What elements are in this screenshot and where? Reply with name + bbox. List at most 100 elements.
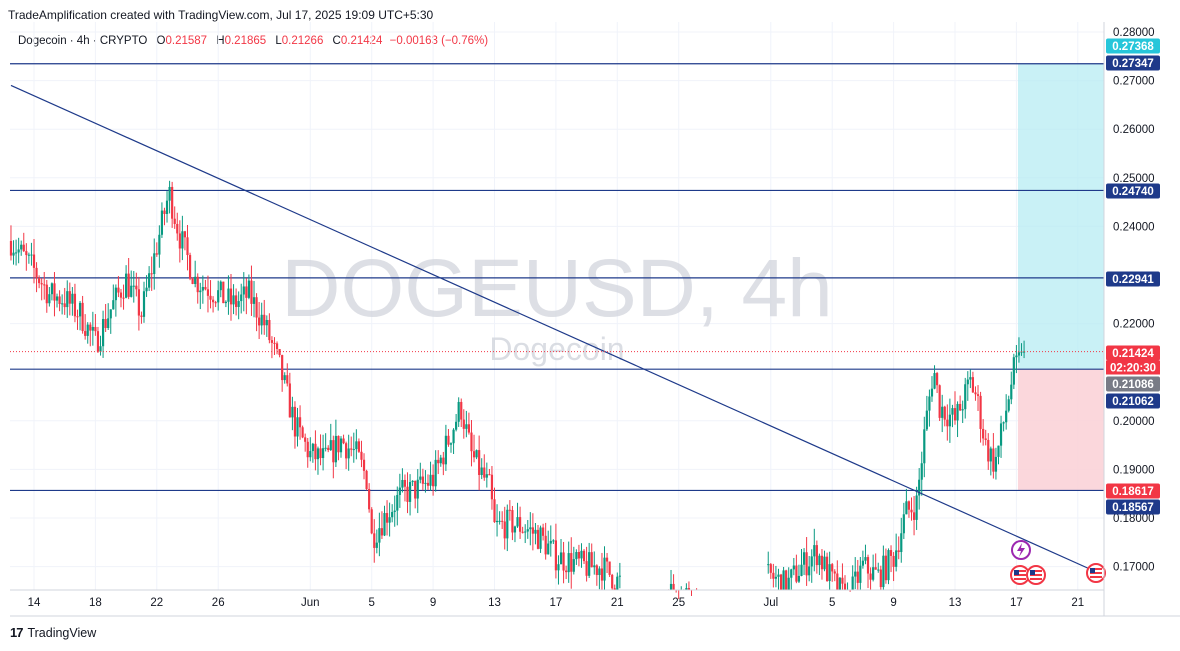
price-tag: [1106, 483, 1160, 499]
us-flag-event-icon[interactable]: [1010, 565, 1030, 585]
price-tag-label: 0.21086: [1112, 379, 1154, 391]
candle-body: [365, 470, 368, 489]
legend-open: 0.21587: [165, 35, 208, 47]
candle-body: [347, 448, 350, 459]
candle-body: [910, 509, 913, 513]
candle-body: [306, 441, 309, 458]
legend-symbol[interactable]: Dogecoin · 4h · CRYPTO: [18, 35, 148, 47]
candle-body: [449, 443, 453, 445]
tradingview-logo[interactable]: 17 TradingView: [10, 625, 96, 640]
candle-body: [613, 588, 616, 590]
candle-body: [498, 520, 501, 522]
candle-body: [375, 542, 378, 548]
long-position-tool[interactable]: [1017, 63, 1104, 491]
stop-zone[interactable]: [1017, 369, 1104, 491]
candle-body: [268, 319, 271, 341]
candle-body: [669, 583, 673, 590]
time-tick-label: 18: [89, 597, 102, 609]
candle-body: [245, 286, 248, 298]
candle-body: [242, 286, 245, 295]
price-tick-label: 0.25000: [1113, 173, 1155, 185]
candle-body: [603, 557, 606, 581]
candle-body: [301, 427, 304, 438]
candle-body: [1017, 352, 1021, 356]
candle-body: [40, 283, 43, 285]
lightning-event-icon[interactable]: [1011, 540, 1031, 560]
candle-body: [900, 533, 903, 553]
candle-body: [864, 557, 867, 561]
price-tag: [1106, 345, 1160, 361]
candle-body: [969, 377, 972, 380]
candle-body: [516, 517, 519, 527]
candle-body: [368, 488, 371, 510]
candle-body: [217, 290, 220, 303]
candle-body: [432, 474, 435, 487]
candle-body: [355, 441, 358, 450]
time-tick-label: 17: [1010, 597, 1023, 609]
event-markers[interactable]: [1010, 540, 1106, 585]
candle-body: [892, 555, 895, 567]
candle-body: [96, 331, 100, 352]
time-tick-label: 25: [672, 597, 685, 609]
candle-body: [935, 373, 939, 386]
candle-body: [542, 527, 545, 536]
watermark-subtitle: Dogecoin: [489, 331, 624, 367]
candle-body: [401, 479, 404, 488]
candle-body: [539, 527, 542, 549]
price-tick-label: 0.20000: [1113, 416, 1155, 428]
candle-body: [452, 429, 455, 444]
candle-body: [25, 251, 28, 256]
candlestick-series: [9, 180, 1026, 600]
time-tick-label: 17: [550, 597, 563, 609]
candle-body: [194, 276, 197, 284]
grid-lines: [10, 22, 1104, 590]
candle-body: [933, 373, 936, 389]
candle-body: [493, 499, 496, 523]
candle-body: [130, 285, 133, 297]
candle-body: [171, 186, 174, 219]
time-tick-label: 9: [890, 597, 896, 609]
chart-attribution: TradeAmplification created with TradingV…: [8, 8, 434, 22]
target-zone[interactable]: [1017, 63, 1104, 370]
candle-body: [32, 254, 36, 268]
price-tick-label: 0.27000: [1113, 76, 1155, 88]
candle-body: [411, 480, 414, 483]
candle-body: [943, 406, 946, 420]
candle-body: [672, 583, 675, 590]
candle-body: [895, 550, 898, 567]
candle-body: [148, 273, 151, 288]
candle-body: [204, 286, 207, 290]
candle-body: [971, 377, 975, 393]
candle-body: [552, 540, 555, 542]
price-axis[interactable]: 0.28000 0.27000 0.26000 0.25000 0.24000 0.220…: [1113, 27, 1155, 574]
candle-body: [611, 574, 614, 589]
candle-body: [559, 552, 563, 565]
price-tick-label: 0.24000: [1113, 221, 1155, 233]
candle-body: [304, 437, 307, 442]
candle-body: [137, 289, 140, 316]
candle-body: [211, 299, 215, 303]
candle-body: [918, 479, 921, 496]
price-tag: [1106, 55, 1160, 71]
tradingview-logo-icon: 17: [10, 625, 24, 640]
time-axis[interactable]: 14 18 22 26 Jun 5 9 13 17 21 25 Jul 5 9 13 17 21: [28, 597, 1085, 609]
us-flag-event-icon[interactable]: [1026, 565, 1046, 585]
time-tick-label: Jun: [301, 597, 320, 609]
bar-countdown: 02:20:30: [1110, 363, 1156, 375]
candle-body: [398, 487, 401, 495]
time-tick-label: 9: [430, 597, 436, 609]
trendline[interactable]: [10, 84, 1094, 572]
legend-high-label: H: [216, 35, 225, 47]
candle-body: [785, 570, 788, 590]
candle-body: [30, 254, 33, 256]
price-tag: [1106, 183, 1160, 199]
candle-body: [414, 480, 417, 499]
descending-trendline[interactable]: [10, 84, 1094, 572]
candle-body: [173, 218, 176, 224]
candle-body: [388, 517, 391, 523]
candle-body: [360, 451, 363, 460]
candle-body: [1007, 399, 1010, 411]
candle-body: [831, 564, 834, 572]
us-flag-event-icon[interactable]: [1086, 563, 1106, 583]
